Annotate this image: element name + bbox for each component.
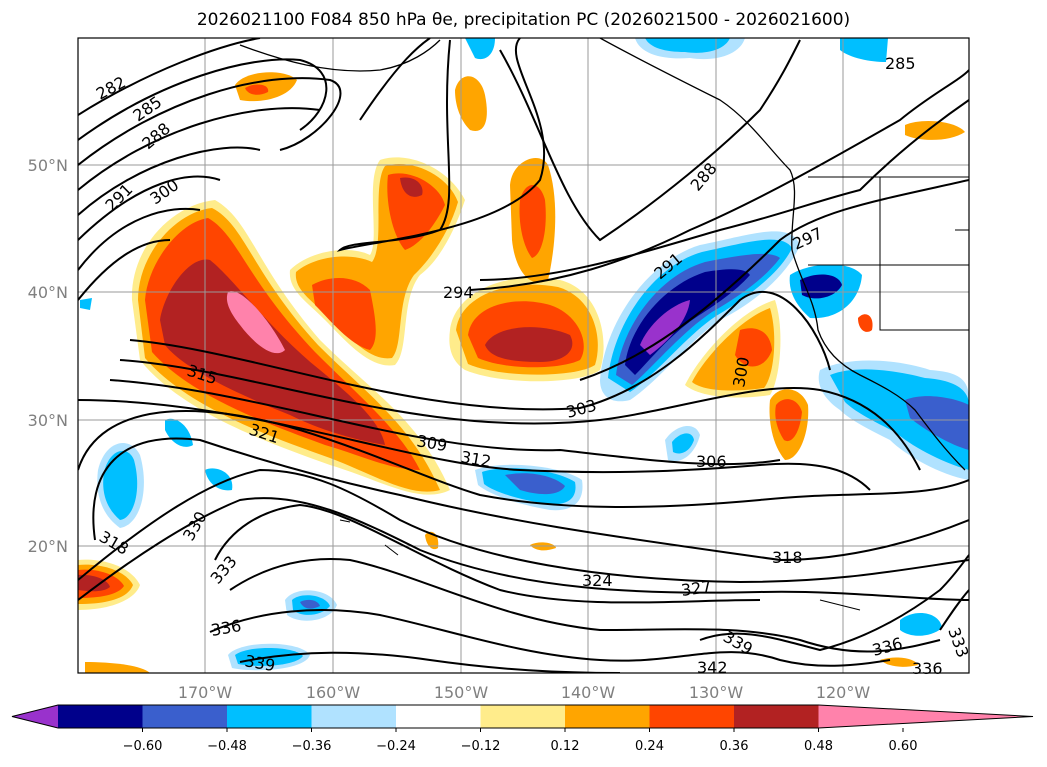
precip-blob [312,173,445,350]
precip-blob [465,38,495,60]
contour-label: 306 [696,452,727,471]
contour-label: 339 [243,651,276,675]
contour-label: 288 [138,119,174,153]
colorbar-segment [58,705,143,728]
map-frame [77,37,970,674]
colorbar-tick-label: 0.36 [720,739,749,754]
precip-blob [103,450,138,520]
contour-label: 297 [790,223,826,253]
precip-blob [455,76,487,131]
colorbar-tick-label: −0.24 [376,739,416,754]
precip-blob [400,177,423,197]
contour-label: 336 [209,616,242,640]
colorbar-tick-label: −0.12 [461,739,501,754]
lon-tick: 170°W [178,683,233,702]
lon-tick: 160°W [306,683,361,702]
precip-blob [485,327,573,362]
contour-label: 336 [870,634,904,660]
contour-label: 318 [96,527,132,559]
colorbar-tick-label: 0.24 [635,739,664,754]
lat-tick: 40°N [28,283,68,302]
precip-blob [616,253,780,385]
lon-tick: 130°W [689,683,744,702]
coastlines [239,38,969,611]
colorbar-tick-label: −0.60 [123,739,163,754]
precip-blob [900,613,942,636]
contour-label: 327 [680,577,713,600]
lat-axis: 50°N 40°N 30°N 20°N [28,156,68,556]
precip-blob [645,38,730,53]
colorbar-tick-label: −0.48 [207,739,247,754]
contour-label: 285 [885,54,916,73]
contour-label: 294 [443,283,474,302]
colorbar-outline [11,704,1034,729]
contour-label: 342 [697,658,728,677]
precip-blob [205,468,233,491]
contour-label: 291 [101,180,136,215]
contour-label: 333 [207,552,241,588]
contour-label: 303 [564,396,598,422]
colorbar-extend-min [12,705,58,728]
precip-blob [505,473,565,495]
lon-tick: 150°W [434,683,489,702]
precip-blob [905,396,969,450]
lat-tick: 30°N [28,411,68,430]
precip-blob [85,662,150,673]
colorbar-segment [649,705,735,728]
colorbar-segment [565,705,650,728]
lon-tick: 140°W [561,683,616,702]
contour-label: 312 [459,447,492,471]
precip-blob [519,185,546,258]
colorbar-tick-label: −0.36 [292,739,332,754]
colorbar-segment [142,705,228,728]
precip-blob [672,433,694,454]
contour-label: 336 [912,659,943,678]
precip-blob [78,574,110,592]
precip-blob [640,300,690,355]
theta-e-contours [78,38,969,673]
lat-tick: 50°N [28,156,68,175]
contour-label: 318 [772,548,803,567]
lon-tick: 120°W [816,683,871,702]
lon-axis: 170°W 160°W 150°W 140°W 130°W 120°W [178,683,871,702]
contour-label: 324 [582,571,613,590]
colorbar-segment [227,705,312,728]
precip-blob [245,84,269,95]
precip-blob [226,291,285,354]
colorbar-tick-label: 0.12 [551,739,580,754]
chart-title: 2026021100 F084 850 hPa θe, precipitatio… [196,10,851,30]
lat-tick: 20°N [28,537,68,556]
colorbar-tick-label: 0.60 [889,739,918,754]
colorbar-segment [396,705,481,728]
precip-blob [735,328,772,367]
precip-blob [300,599,320,609]
colorbar: −0.60 −0.48 −0.36 −0.24 −0.12 0.12 0.24 0.36 0.4… [11,704,1034,754]
colorbar-segment [734,705,819,728]
precip-blob [858,314,873,332]
colorbar-segment [480,705,566,728]
precip-blob [80,298,92,310]
contour-label: 282 [93,72,129,103]
colorbar-tick-label: 0.48 [804,739,833,754]
colorbar-extend-max [818,705,1033,728]
colorbar-segment [311,705,397,728]
contour-label: 330 [179,508,211,544]
precip-blob [840,38,888,62]
contour-label: 333 [944,625,972,660]
precip-blob [165,418,193,447]
contour-label: 300 [146,175,182,208]
